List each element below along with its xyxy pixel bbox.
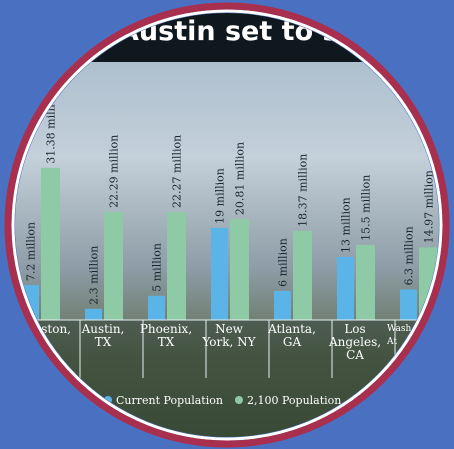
legend-marker bbox=[234, 396, 243, 404]
bar bbox=[293, 230, 312, 320]
value-label: 22.27 million bbox=[171, 135, 184, 208]
value-label: 6 million bbox=[277, 238, 290, 287]
x-tick-label-box: Wash At bbox=[387, 324, 412, 347]
x-tick-label: Wash At bbox=[387, 324, 412, 347]
bar bbox=[211, 227, 228, 320]
x-tick-label-box: Austin, TX bbox=[81, 323, 125, 349]
bar bbox=[400, 289, 417, 320]
x-tick-label: New York, NY bbox=[202, 323, 256, 349]
value-label: 5 million bbox=[151, 243, 164, 292]
bar bbox=[41, 167, 60, 320]
ring-outer bbox=[4, 2, 450, 448]
x-tick-label: Austin, TX bbox=[81, 323, 125, 349]
x-tick-label-box: Atlanta, GA bbox=[268, 323, 316, 349]
bar bbox=[104, 211, 123, 320]
value-label: 13 million bbox=[340, 197, 353, 253]
x-tick-label-box: Los Angeles, CA bbox=[328, 323, 382, 362]
bar bbox=[167, 211, 186, 320]
bar bbox=[337, 256, 354, 320]
legend-label: Current Population bbox=[116, 394, 223, 407]
x-tick-label-box: ston, bbox=[41, 323, 71, 336]
value-label: 7.2 million bbox=[25, 222, 38, 281]
value-label: 2.3 million bbox=[88, 246, 101, 305]
value-label: 18.37 million bbox=[297, 154, 310, 227]
bar bbox=[230, 219, 249, 320]
x-tick-label: ston, bbox=[41, 323, 71, 336]
bar bbox=[356, 244, 375, 320]
x-tick-label: Los Angeles, CA bbox=[328, 323, 382, 362]
x-tick-label-box: New York, NY bbox=[202, 323, 256, 349]
x-tick-label: Atlanta, GA bbox=[268, 323, 316, 349]
bar bbox=[85, 308, 102, 320]
x-tick-label-box: Phoenix, TX bbox=[139, 323, 193, 349]
bar bbox=[274, 290, 291, 320]
x-tick-label: Phoenix, TX bbox=[139, 323, 193, 349]
bar bbox=[148, 295, 165, 320]
value-label: 15.5 million bbox=[360, 175, 373, 241]
value-label: 20.81 million bbox=[234, 142, 247, 215]
value-label: 19 million bbox=[214, 168, 227, 224]
value-label: 22.29 million bbox=[108, 135, 121, 208]
ring-inner bbox=[11, 9, 443, 441]
value-label: 6.3 million bbox=[403, 226, 416, 285]
legend-label: 2,100 Population bbox=[247, 394, 341, 407]
value-label: 14.97 million bbox=[423, 170, 436, 243]
